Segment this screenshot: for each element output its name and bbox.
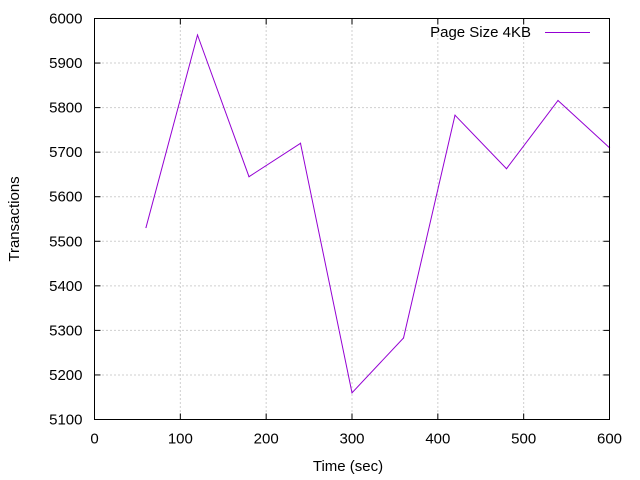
data-point xyxy=(351,392,353,394)
x-tick-labels: 0 100 200 300 400 500 600 xyxy=(90,431,622,448)
legend-label-page-size-4kb: Page Size 4KB xyxy=(430,24,531,41)
data-point xyxy=(145,226,147,229)
data-point xyxy=(299,142,302,144)
data-point xyxy=(454,114,456,116)
y-tick-label: 5600 xyxy=(49,189,82,206)
y-tick-label: 5300 xyxy=(49,322,82,339)
data-point xyxy=(402,337,405,339)
x-tick-label: 400 xyxy=(425,431,450,448)
y-tick-label: 5200 xyxy=(49,367,82,384)
y-tick-label: 5800 xyxy=(49,100,82,117)
series-line-0 xyxy=(145,33,610,394)
data-point xyxy=(557,99,559,102)
x-tick-label: 500 xyxy=(511,431,536,448)
y-tick-label: 5700 xyxy=(49,144,82,161)
y-tick-label: 5400 xyxy=(49,278,82,295)
x-tick-label: 200 xyxy=(254,431,279,448)
series-lines xyxy=(145,33,611,394)
grid xyxy=(94,18,610,420)
y-tick-label: 5100 xyxy=(49,412,82,429)
x-tick-label: 100 xyxy=(168,431,193,448)
x-tick-label: 0 xyxy=(90,431,98,448)
y-tick-labels: 5100 5200 5300 5400 5500 5600 5700 5800 5900 6000 xyxy=(49,11,82,429)
data-point xyxy=(505,168,508,170)
x-tick-label: 600 xyxy=(597,431,622,448)
legend: Page Size 4KB xyxy=(430,24,590,41)
x-axis-label: Time (sec) xyxy=(313,458,383,475)
y-tick-label: 5900 xyxy=(49,55,82,72)
data-point xyxy=(196,34,199,36)
y-axis-label: Transactions xyxy=(6,176,23,261)
y-tick-label: 6000 xyxy=(49,11,82,28)
y-tick-label: 5500 xyxy=(49,233,82,250)
plot-frame xyxy=(94,18,610,420)
x-tick-label: 300 xyxy=(339,431,364,448)
data-point xyxy=(248,176,250,178)
